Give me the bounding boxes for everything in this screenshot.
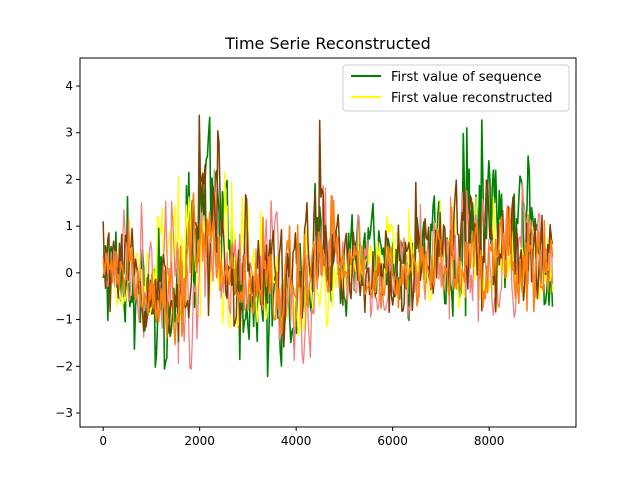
series-layer bbox=[102, 114, 554, 378]
legend-box bbox=[342, 64, 570, 112]
y-tick-label: 0 bbox=[65, 266, 73, 280]
y-axis: −3 −2 −1 0 1 2 3 4 bbox=[55, 79, 80, 420]
x-tick-label: 8000 bbox=[474, 434, 505, 448]
plot-frame bbox=[79, 57, 577, 428]
x-tick-label: 4000 bbox=[281, 434, 312, 448]
x-tick-label: 2000 bbox=[184, 434, 215, 448]
legend-label-sequence: First value of sequence bbox=[391, 70, 541, 85]
y-tick-label: 2 bbox=[65, 172, 73, 186]
y-tick-label: 1 bbox=[65, 219, 73, 233]
x-axis: 0 2000 4000 6000 8000 bbox=[99, 427, 504, 448]
y-tick-label: 4 bbox=[65, 79, 73, 93]
x-tick-label: 0 bbox=[99, 434, 107, 448]
legend-label-reconstructed: First value reconstructed bbox=[391, 91, 552, 106]
chart-title: Time Serie Reconstructed bbox=[224, 34, 431, 53]
x-tick-label: 6000 bbox=[377, 434, 408, 448]
legend: First value of sequence First value reco… bbox=[342, 64, 570, 112]
y-tick-label: −2 bbox=[55, 359, 73, 373]
series-brown-line bbox=[102, 114, 554, 348]
y-tick-label: −3 bbox=[55, 406, 73, 420]
y-tick-label: 3 bbox=[65, 126, 73, 140]
series-orange-line bbox=[102, 192, 554, 346]
y-tick-label: −1 bbox=[55, 313, 73, 327]
